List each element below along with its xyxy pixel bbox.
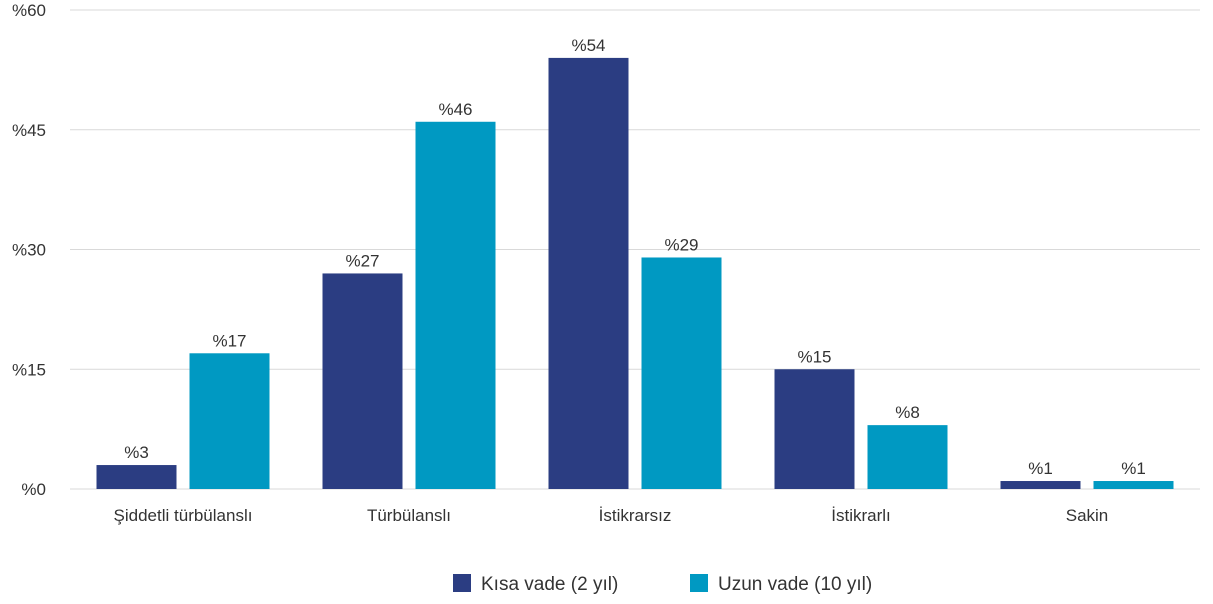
legend: Kısa vade (2 yıl) Uzun vade (10 yıl) — [453, 574, 872, 595]
x-axis: Şiddetli türbülanslı Türbülanslı İstikrars… — [114, 506, 1109, 525]
bar-short-term — [774, 369, 855, 489]
data-label: %54 — [571, 36, 605, 55]
x-category-label: İstikrarsız — [599, 506, 672, 525]
legend-label-long-term: Uzun vade (10 yıl) — [718, 574, 872, 595]
y-tick-label: %15 — [12, 360, 46, 379]
data-label: %1 — [1121, 459, 1146, 478]
bar-long-term — [189, 353, 270, 489]
bars: %3 %17 %27 %46 %54 %29 %15 %8 %1 %1 — [96, 36, 1174, 490]
bar-short-term — [96, 465, 177, 489]
bar-short-term — [1000, 481, 1081, 489]
legend-swatch-short-term — [453, 574, 471, 592]
bar-long-term — [415, 121, 496, 490]
data-label: %46 — [438, 100, 472, 119]
x-category-label: İstikrarlı — [831, 506, 891, 525]
y-tick-label: %60 — [12, 1, 46, 20]
x-category-label: Şiddetli türbülanslı — [114, 506, 253, 525]
data-label: %17 — [212, 331, 246, 350]
y-axis: %0 %15 %30 %45 %60 — [12, 1, 46, 499]
data-label: %8 — [895, 403, 920, 422]
legend-label-short-term: Kısa vade (2 yıl) — [481, 574, 618, 595]
bar-short-term — [548, 57, 629, 490]
x-category-label: Sakin — [1066, 506, 1109, 525]
bar-long-term — [641, 257, 722, 489]
data-label: %15 — [797, 347, 831, 366]
y-tick-label: %45 — [12, 121, 46, 140]
data-label: %29 — [664, 235, 698, 254]
x-category-label: Türbülanslı — [367, 506, 451, 525]
bar-short-term — [322, 273, 403, 489]
legend-swatch-long-term — [690, 574, 708, 592]
bar-long-term — [867, 425, 948, 489]
bar-long-term — [1093, 481, 1174, 489]
data-label: %1 — [1028, 459, 1053, 478]
y-tick-label: %30 — [12, 241, 46, 260]
data-label: %3 — [124, 443, 149, 462]
data-label: %27 — [345, 251, 379, 270]
y-tick-label: %0 — [21, 480, 46, 499]
